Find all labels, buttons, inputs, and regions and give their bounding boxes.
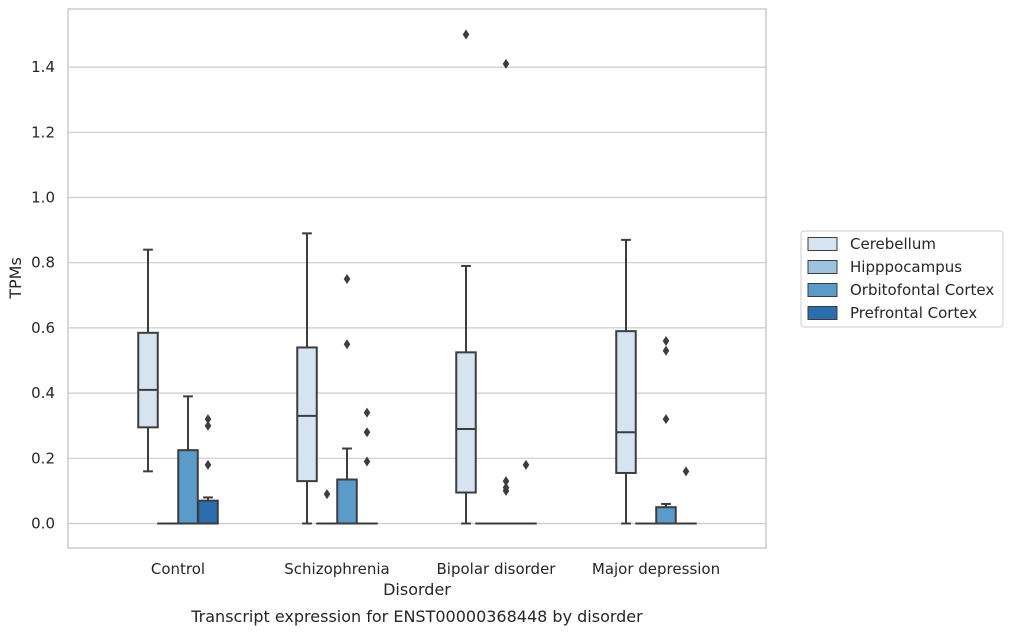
legend-swatch [807, 260, 838, 274]
outlier-point [323, 489, 331, 500]
y-tick-label: 0.6 [31, 319, 55, 337]
outlier-point [343, 339, 351, 350]
y-tick-label: 1.2 [31, 123, 55, 141]
x-tick-label: Schizophrenia [284, 560, 389, 578]
outlier-point [204, 420, 212, 431]
outlier-point [522, 459, 530, 470]
outlier-point [363, 407, 371, 418]
box-orbitofontal-cortex [336, 478, 358, 525]
outlier-point [363, 456, 371, 467]
outlier-point [204, 414, 212, 425]
box-cerebellum [615, 330, 637, 474]
outlier-point [662, 414, 670, 425]
chart-caption: Transcript expression for ENST0000036844… [190, 607, 643, 626]
box-cerebellum [296, 346, 318, 483]
outlier-point [502, 476, 510, 487]
outlier-point [363, 427, 371, 438]
x-tick-label: Control [151, 560, 205, 578]
outlier-point [462, 29, 470, 40]
outlier-point [204, 459, 212, 470]
legend-frame [800, 230, 1004, 328]
box-prefrontal-cortex [197, 499, 219, 525]
y-tick-label: 1.4 [31, 58, 55, 76]
outlier-point [682, 466, 690, 477]
box-cerebellum [455, 351, 477, 494]
y-axis-ticks: 0.0 0.2 0.4 0.6 0.8 1.0 1.2 1.4 [31, 58, 55, 532]
y-tick-label: 0.8 [31, 254, 55, 272]
x-axis-title: Disorder [383, 580, 451, 599]
legend-swatch [807, 283, 838, 297]
legend: Cerebellum Hipppocampus Orbitofontal Corte… [800, 230, 1004, 328]
y-axis-title: TPMs [6, 257, 25, 300]
box-orbitofontal-cortex [655, 506, 677, 525]
y-tick-label: 0.0 [31, 515, 55, 533]
plot-area [137, 29, 697, 525]
gridlines [68, 66, 766, 525]
y-tick-label: 1.0 [31, 189, 55, 207]
y-tick-label: 0.4 [31, 384, 55, 402]
legend-swatch [807, 306, 838, 320]
outlier-point [343, 274, 351, 284]
x-tick-label: Major depression [592, 560, 720, 578]
y-tick-label: 0.2 [31, 449, 55, 467]
legend-label: Prefrontal Cortex [850, 304, 977, 322]
x-tick-label: Bipolar disorder [437, 560, 557, 578]
plot-frame [67, 8, 767, 549]
outlier-point [662, 335, 670, 346]
box-orbitofontal-cortex [177, 449, 199, 525]
legend-label: Orbitofontal Cortex [850, 281, 994, 299]
legend-swatch [807, 237, 838, 251]
legend-label: Hipppocampus [850, 258, 962, 276]
legend-label: Cerebellum [850, 235, 936, 253]
box-cerebellum [137, 331, 159, 429]
outlier-point [502, 58, 510, 69]
x-axis-ticks: Control Schizophrenia Bipolar disorder Majo… [151, 560, 720, 578]
outlier-point [662, 345, 670, 356]
outlier-point [502, 482, 510, 493]
